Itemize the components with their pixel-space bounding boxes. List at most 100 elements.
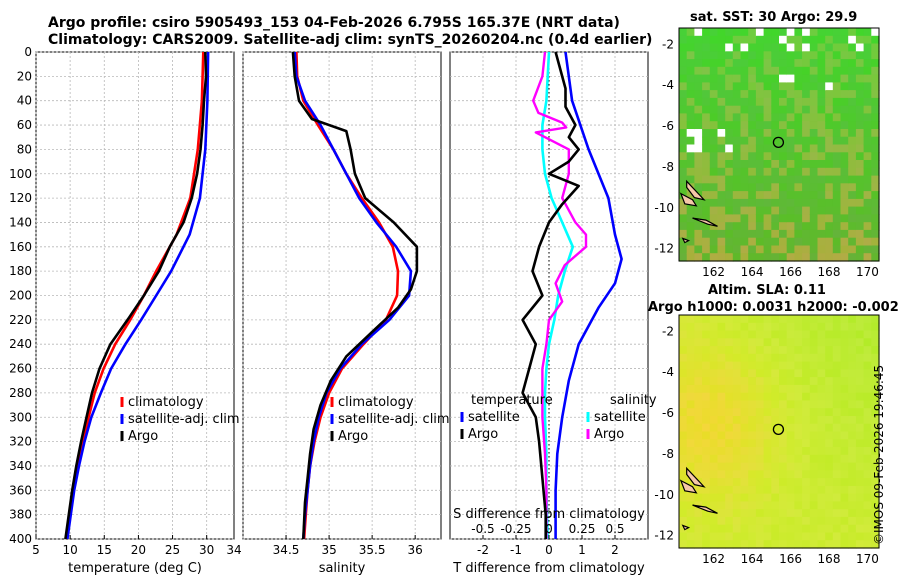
g-map1-cell [725, 198, 734, 208]
g-map1-cell [794, 105, 803, 115]
g-map1-cell [825, 35, 834, 45]
g-map1-cell [679, 74, 688, 83]
g-map2-cell [725, 485, 734, 495]
g-map2-cell [679, 423, 688, 433]
g-map1-cell [871, 51, 880, 60]
g-map1-cell [786, 214, 795, 223]
g-map2-island [686, 466, 706, 488]
g-map2-cell [825, 431, 834, 440]
g-map2-cell [825, 384, 834, 394]
g-map1-cell [832, 198, 842, 208]
g-map2-cell [848, 423, 857, 433]
g-map1-cell [725, 175, 734, 184]
diff-legend-temp-title: temperature [471, 393, 553, 408]
g-map2-cell [825, 408, 834, 417]
g-map1-cell [679, 35, 688, 45]
g-map1-cell [855, 90, 865, 99]
g-map1-cell [863, 152, 872, 161]
g-map2-cell [817, 532, 826, 541]
g-map1-cell [725, 51, 734, 60]
g-map2-cell [832, 330, 842, 339]
g-map1-cell [871, 253, 880, 262]
g-map2-cell [786, 353, 795, 363]
g-map2-cell [748, 315, 757, 324]
g-map2-cell [740, 478, 749, 487]
g-map1-cell [817, 160, 826, 169]
g-map2-cell [763, 454, 772, 464]
g-map2-cell [702, 408, 711, 417]
g-map1-cell [771, 198, 780, 208]
g-map2-cell [855, 454, 865, 464]
g-map1-cell [848, 253, 857, 262]
temp-x-tick-label: 10 [62, 543, 77, 557]
g-map2-cell [871, 470, 880, 479]
g-map2-cell [863, 377, 872, 386]
g-map1-cell [832, 90, 842, 99]
g-map2-cell [809, 516, 819, 526]
g-map1-cell [855, 191, 865, 200]
g-map1-cell [832, 28, 842, 37]
depth-tick-label: 160 [9, 240, 32, 254]
g-map2-cell [679, 361, 688, 370]
g-map1-cell [779, 214, 788, 223]
g-map1-cell [832, 175, 842, 184]
g-map2-cell [694, 509, 703, 518]
g-map2-cell [855, 540, 865, 549]
g-map1-cell [771, 113, 780, 122]
g-map1-cell [748, 183, 757, 192]
g-map2-cell [832, 493, 842, 502]
g-map2-cell [863, 353, 872, 363]
g-map1-cell [825, 229, 834, 239]
g-map1-cell [794, 253, 803, 262]
g-map1-cell [871, 121, 880, 130]
g-map2-argo-marker [772, 423, 785, 436]
g-map2-cell [725, 384, 734, 394]
g-map2-cell [748, 353, 757, 363]
g-map2-cell [786, 431, 795, 440]
g-map2-cell [717, 462, 726, 471]
g-map1-cell [771, 152, 780, 161]
g-map1-cell [679, 113, 688, 122]
g-map2-cell [802, 509, 811, 518]
g-map2-cell [794, 377, 803, 386]
g-map1-cell [748, 59, 757, 68]
depth-tick-label: 380 [9, 508, 32, 522]
g-map1-cell [786, 198, 795, 208]
g-map2-cell [779, 392, 788, 402]
g-map1-argo-marker [772, 136, 785, 149]
g-map2-cell [802, 524, 811, 534]
g-map1-cell [825, 175, 834, 184]
g-map2-cell [779, 532, 788, 541]
g-map2-cell [748, 447, 757, 456]
g-map2-cell [832, 470, 842, 479]
g-map1-cell [771, 167, 780, 177]
g-map1-cell [755, 105, 765, 115]
g-map1-cell [786, 237, 795, 247]
g-map1-cell [809, 129, 819, 138]
g-map1-cell [848, 113, 857, 122]
g-map2-cell [855, 509, 865, 518]
g-map1-cell [748, 105, 757, 115]
g-map1-cell [702, 245, 711, 254]
g-map1-cell [871, 113, 880, 122]
g-map2-cell [748, 485, 757, 495]
g-map2-cell [732, 400, 742, 409]
g-map1-cell [717, 160, 726, 169]
g-map1-cell [748, 90, 757, 99]
g-map1-cell [748, 198, 757, 208]
g-map2-cell [771, 338, 780, 347]
g-map1-cell [732, 136, 742, 146]
g-map2-cell [794, 322, 803, 332]
g-map2-cell [817, 330, 826, 339]
g-map1-x-tick-label: 170 [856, 265, 879, 279]
g-map2-cell [732, 501, 742, 510]
g-map2-cell [802, 439, 811, 448]
g-map2-cell [694, 361, 703, 370]
g-map1-cell [740, 245, 749, 254]
g-map2-cell [709, 400, 719, 409]
g-map1-island [681, 237, 691, 244]
g-map1-cell [832, 105, 842, 115]
g-map2-cell [694, 454, 703, 464]
g-map1-cell [763, 121, 772, 130]
g-map1-cell [832, 51, 842, 60]
